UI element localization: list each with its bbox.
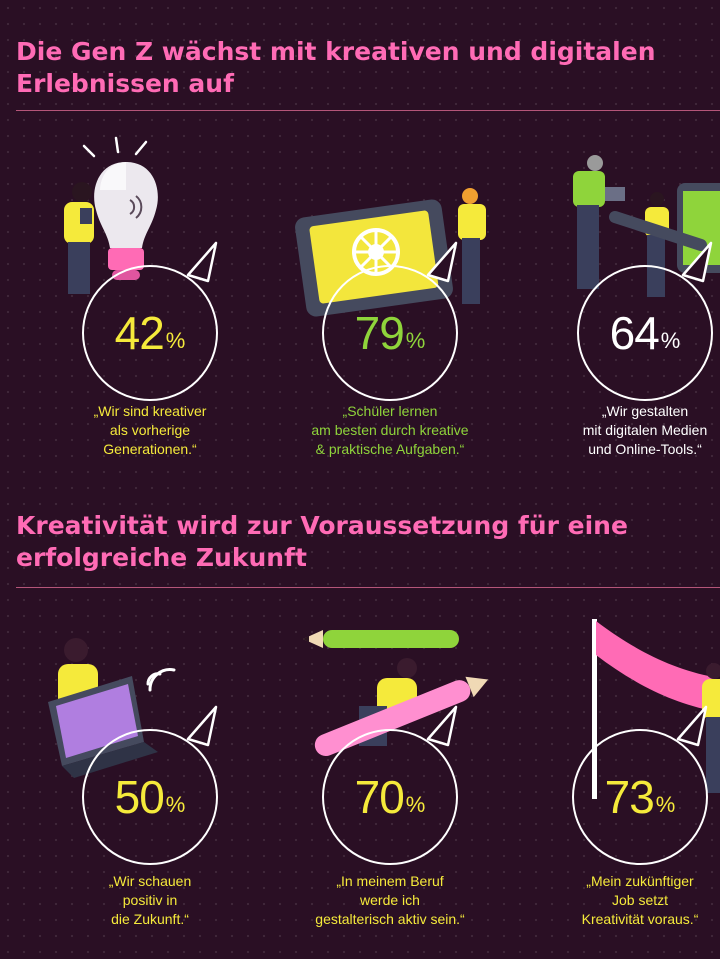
- section2-heading: Kreativität wird zur Voraussetzung für e…: [16, 511, 628, 572]
- stat-circle: 70%: [322, 729, 458, 865]
- stat-value: 64: [609, 307, 660, 359]
- stat-value: 50: [114, 771, 165, 823]
- stat-circle: 50%: [82, 729, 218, 865]
- stat-caption: „In meinem Beruf werde ich gestalterisch…: [315, 873, 465, 927]
- section1-divider: [16, 110, 720, 111]
- stat-value: 79: [354, 307, 405, 359]
- stat-value: 73: [604, 771, 655, 823]
- speech-bubble-tail: [426, 705, 458, 747]
- stat-unit: %: [165, 792, 186, 817]
- stat-unit: %: [405, 792, 426, 817]
- stat-circle: 64%: [577, 265, 713, 401]
- stat-circle: 79%: [322, 265, 458, 401]
- stat-unit: %: [655, 792, 676, 817]
- stat-caption: „Wir sind kreativer als vorherige Genera…: [93, 403, 207, 457]
- stat-value: 42: [114, 307, 165, 359]
- speech-bubble-tail: [426, 241, 458, 283]
- speech-bubble-tail: [186, 705, 218, 747]
- stat-caption: „Wir schauen positiv in die Zukunft.“: [108, 873, 192, 927]
- stat-unit: %: [165, 328, 186, 353]
- speech-bubble-tail: [186, 241, 218, 283]
- stat-circle: 42%: [82, 265, 218, 401]
- stat-unit: %: [660, 328, 681, 353]
- stat-value: 70: [354, 771, 405, 823]
- speech-bubble-tail: [681, 241, 713, 283]
- stat-caption: „Mein zukünftiger Job setzt Kreativität …: [581, 873, 699, 927]
- stat-unit: %: [405, 328, 426, 353]
- section1-heading: Die Gen Z wächst mit kreativen und digit…: [16, 37, 656, 98]
- stat-caption: „Schüler lernen am besten durch kreative…: [311, 403, 469, 457]
- stat-circle: 73%: [572, 729, 708, 865]
- person-lightbulb-illustration: [64, 136, 158, 294]
- person-banner-illustration: [592, 619, 720, 799]
- stat-caption: „Wir gestalten mit digitalen Medien und …: [582, 403, 708, 457]
- section2-divider: [16, 587, 720, 588]
- speech-bubble-tail: [676, 705, 708, 747]
